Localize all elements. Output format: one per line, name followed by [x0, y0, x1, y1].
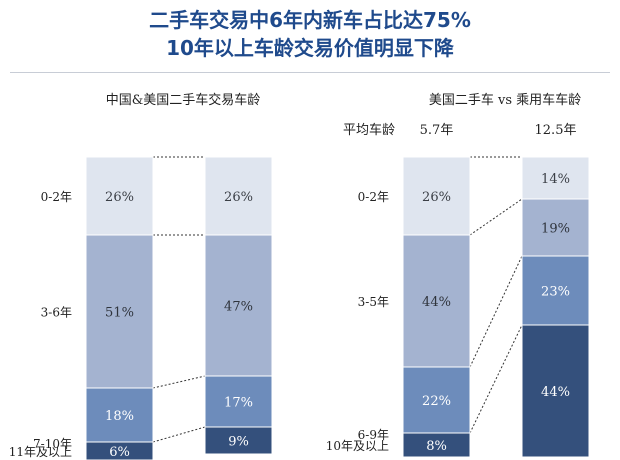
- panel2-bar2-segment-3: [521, 255, 590, 326]
- panel1-row-label-4: 11年及以上: [9, 445, 72, 459]
- panel1-row-label-3: 7-10年: [33, 437, 72, 451]
- panel2-bar1-segment-2: [402, 234, 471, 368]
- panel2-bar2-segment-1: [521, 156, 590, 200]
- panel1-row-label-1: 0-2年: [41, 190, 72, 204]
- panel2-row-label-1: 0-2年: [358, 190, 389, 204]
- panel2-bar2-segment-4: [521, 324, 590, 458]
- panel2-row-label-2: 3-5年: [358, 295, 389, 309]
- panel2-bar2-data-label-2: 19%: [541, 222, 570, 237]
- panel2-connector-3: [469, 324, 523, 434]
- panel1-connector-3: [152, 426, 206, 443]
- chart-title-line2: 10年以上车龄交易价值明显下降: [166, 36, 454, 60]
- panel1-bar1-data-label-3: 18%: [105, 409, 134, 424]
- panel1-bar1-segment-3: [85, 387, 154, 443]
- panel1-connector-2: [152, 375, 206, 389]
- panel2-bar1-data-label-2: 44%: [422, 295, 451, 310]
- panel2-bar1-data-label-1: 26%: [422, 190, 451, 205]
- chart-title-line1: 二手车交易中6年内新车占比达75%: [149, 8, 471, 32]
- panel1-bar1-data-label-1: 26%: [105, 190, 134, 205]
- panel2-bar2-data-label-3: 23%: [541, 285, 570, 300]
- panel2-connector-1: [469, 198, 523, 236]
- title-divider: [10, 72, 610, 73]
- panel2-bar2-data-label-1: 14%: [541, 172, 570, 187]
- panel1-bar2-data-label-3: 17%: [224, 396, 253, 411]
- panel2-category-caption: 平均车龄: [343, 122, 395, 138]
- panel1-bar2-segment-4: [204, 426, 273, 455]
- panel1-bar2-data-label-1: 26%: [224, 190, 253, 205]
- panel2-bar2-segment-2: [521, 198, 590, 257]
- panel2-bar1-data-label-4: 8%: [426, 439, 447, 454]
- panel1-bar1-segment-2: [85, 234, 154, 389]
- panel1-bar2-segment-1: [204, 156, 273, 236]
- panel1-bar1-data-label-4: 6%: [109, 445, 130, 460]
- panel1-bar1-segment-4: [85, 441, 154, 460]
- panel2-bar1-segment-4: [402, 432, 471, 458]
- panel1-bar2-data-label-2: 47%: [224, 300, 253, 315]
- panel1-bar1-data-label-2: 51%: [105, 306, 134, 321]
- panel2-row-label-4: 10年及以上: [326, 439, 389, 453]
- panel2-category-label-2: 12.5年: [535, 123, 577, 138]
- panel1-bar2-data-label-4: 9%: [228, 435, 249, 450]
- panel1-bar1-segment-1: [85, 156, 154, 236]
- panel2-connector-2: [469, 255, 523, 368]
- panel1-row-label-2: 3-6年: [41, 306, 72, 320]
- panel2-bar2-data-label-4: 44%: [541, 385, 570, 400]
- panel1-title: 中国&美国二手车交易车龄: [106, 92, 261, 108]
- panel2-title: 美国二手车 vs 乘用车车龄: [429, 92, 581, 108]
- panel2-bar1-data-label-3: 22%: [422, 394, 451, 409]
- panel2-bar1-segment-3: [402, 366, 471, 434]
- panel1-bar2-segment-3: [204, 375, 273, 428]
- panel2-row-label-3: 6-9年: [358, 428, 389, 442]
- panel1-bar2-segment-2: [204, 234, 273, 377]
- panel2-category-label-1: 5.7年: [420, 123, 454, 138]
- panel2-bar1-segment-1: [402, 156, 471, 236]
